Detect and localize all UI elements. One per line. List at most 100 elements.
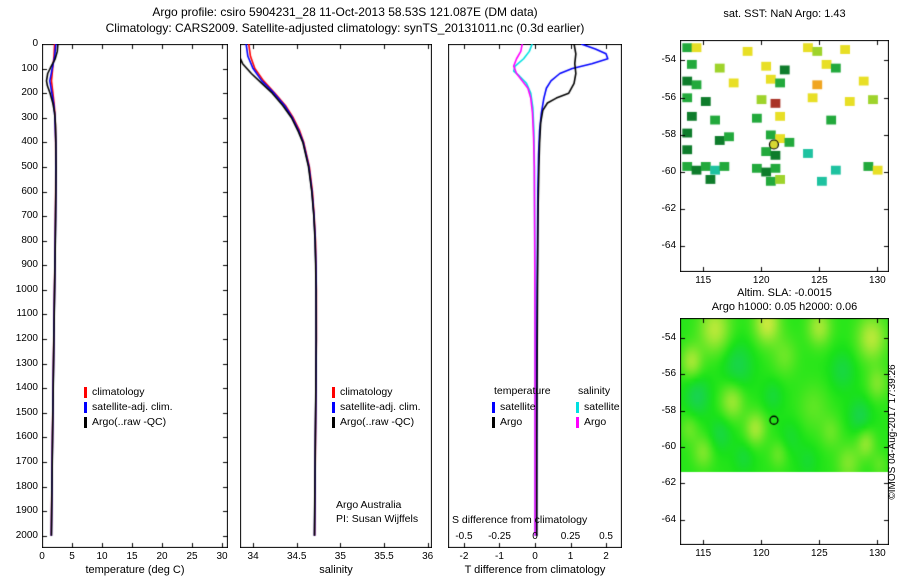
legend-header-temperature: temperature	[494, 385, 551, 397]
tick-label: 0	[532, 551, 538, 562]
argo-raw-color-swatch	[84, 416, 87, 428]
tick-label: 35.5	[374, 551, 394, 562]
tick-label: 34	[247, 551, 259, 562]
tick-label: 25	[186, 551, 198, 562]
sst-map-title: sat. SST: NaN Argo: 1.43	[723, 8, 846, 20]
tick-label: -56	[661, 368, 676, 380]
temperature-profile-plot	[42, 44, 228, 548]
climatology-color-swatch	[84, 386, 87, 398]
legend-label: Argo	[500, 416, 523, 428]
tick-label: 500	[21, 160, 38, 172]
legend-item-satellite-clim: satellite-adj. clim.	[84, 401, 173, 413]
tick-label: 0.5	[599, 531, 613, 542]
tick-label: 1400	[15, 382, 38, 394]
tick-label: -0.25	[488, 531, 511, 542]
salinity-profile-plot	[240, 44, 432, 548]
tick-label: 1200	[15, 333, 38, 345]
tick-label: 700	[21, 210, 38, 222]
tick-label: -1	[495, 551, 504, 562]
tick-label: 900	[21, 259, 38, 271]
tick-label: 1700	[15, 455, 38, 467]
tick-label: 34.5	[286, 551, 307, 562]
tick-label: 15	[126, 551, 138, 562]
tick-label: -64	[661, 513, 676, 525]
legend-item-s-argo: Argo	[576, 416, 606, 428]
tick-label: 120	[752, 548, 770, 559]
legend-item-t-argo: Argo	[492, 416, 522, 428]
s-satellite-color-swatch	[576, 401, 579, 413]
tick-label: 1600	[15, 431, 38, 443]
tick-label: 1300	[15, 357, 38, 369]
tick-label: 400	[21, 136, 38, 148]
tick-label: 125	[810, 275, 828, 286]
legend-item-argo-raw: Argo(..raw -QC)	[84, 416, 166, 428]
sla-map	[680, 318, 889, 545]
tick-label: 1000	[15, 283, 38, 295]
legend-label: Argo	[584, 416, 607, 428]
tick-label: -64	[661, 240, 676, 252]
tick-label: 10	[96, 551, 108, 562]
tick-label: -54	[661, 54, 676, 66]
legend-item-satellite-clim: satellite-adj. clim.	[332, 401, 421, 413]
tick-label: 115	[695, 275, 712, 286]
salinity-xlabel: salinity	[319, 564, 353, 576]
annotation-pi-name: PI: Susan Wijffels	[336, 513, 419, 525]
tick-label: -58	[661, 128, 676, 140]
tick-label: 2	[603, 551, 609, 562]
temperature-xlabel: temperature (deg C)	[85, 564, 185, 576]
tick-label: 115	[695, 548, 712, 559]
legend-label: satellite	[500, 401, 536, 413]
tick-label: -60	[661, 165, 676, 177]
sla-map-title-line1: Altim. SLA: -0.0015	[737, 287, 832, 299]
tick-label: -56	[661, 91, 676, 103]
tick-label: 300	[21, 111, 38, 123]
t-difference-xlabel: T difference from climatology	[464, 564, 606, 576]
tick-label: 1800	[15, 480, 38, 492]
tick-label: -62	[661, 202, 676, 214]
tick-label: 1100	[16, 308, 38, 320]
annotation-argo-australia: Argo Australia	[336, 499, 402, 511]
legend-item-argo-raw: Argo(..raw -QC)	[332, 416, 414, 428]
tick-label: 100	[21, 62, 38, 74]
legend-label: satellite-adj. clim.	[92, 401, 173, 413]
legend-item-climatology: climatology	[84, 386, 145, 398]
satellite-clim-color-swatch	[84, 401, 87, 413]
tick-label: 600	[21, 185, 38, 197]
legend-item-climatology: climatology	[332, 386, 393, 398]
tick-label: 120	[752, 275, 770, 286]
climatology-color-swatch	[332, 386, 335, 398]
legend-label: climatology	[92, 386, 145, 398]
tick-label: 1	[567, 551, 574, 562]
argo-raw-color-swatch	[332, 416, 335, 428]
tick-label: -2	[459, 551, 469, 562]
tick-label: 5	[69, 551, 75, 562]
difference-profile-plot	[448, 44, 622, 548]
tick-label: 2000	[15, 529, 38, 541]
tick-label: 35	[334, 551, 346, 562]
tick-label: 200	[21, 87, 38, 99]
tick-label: -0.5	[455, 531, 473, 542]
tick-label: 800	[21, 234, 38, 246]
legend-label: satellite-adj. clim.	[340, 401, 421, 413]
legend-label: Argo(..raw -QC)	[92, 416, 167, 428]
legend-item-s-satellite: satellite	[576, 401, 620, 413]
tick-label: 0	[532, 531, 538, 542]
tick-label: 0	[32, 38, 38, 49]
sla-map-title-line2: Argo h1000: 0.05 h2000: 0.06	[711, 301, 858, 313]
t-satellite-color-swatch	[492, 401, 495, 413]
tick-label: -60	[661, 440, 676, 452]
tick-label: 0	[39, 551, 45, 562]
legend-label: Argo(..raw -QC)	[340, 416, 415, 428]
tick-label: 20	[156, 551, 168, 562]
tick-label: 130	[869, 275, 886, 286]
figure-title-line1: Argo profile: csiro 5904231_28 11-Oct-20…	[152, 5, 538, 19]
tick-label: 1900	[15, 505, 38, 517]
tick-label: -58	[661, 404, 676, 416]
tick-label: 36	[422, 551, 434, 562]
tick-label: -62	[661, 477, 676, 489]
satellite-clim-color-swatch	[332, 401, 335, 413]
tick-label: 1500	[15, 406, 38, 418]
tick-label: 0.25	[560, 531, 581, 542]
s-difference-axis-label: S difference from climatology	[452, 514, 588, 526]
